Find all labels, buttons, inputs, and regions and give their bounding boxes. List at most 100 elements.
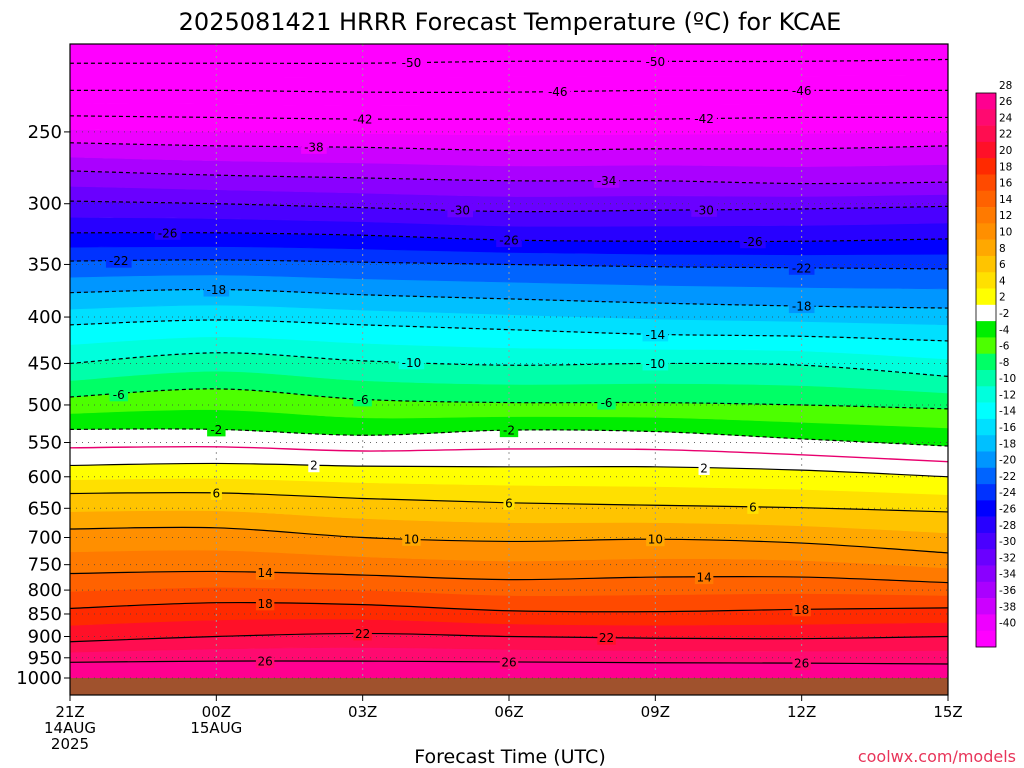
isotherm--26 bbox=[69, 232, 949, 243]
isotherm-label-bg bbox=[210, 485, 222, 500]
isotherm--30 bbox=[69, 200, 949, 213]
isotherm-label: -6 bbox=[113, 388, 125, 402]
isotherm-label-bg bbox=[740, 234, 766, 249]
colorbar-swatch bbox=[976, 484, 996, 501]
colorbar-label: 26 bbox=[999, 96, 1013, 108]
y-tick-label: 600 bbox=[28, 467, 62, 488]
isotherm-label: -10 bbox=[402, 356, 422, 370]
isotherm-label-bg bbox=[747, 499, 759, 514]
x-tick-label: 09Z bbox=[641, 703, 670, 721]
isotherm-label: -6 bbox=[357, 393, 369, 407]
x-tick-label: 2025 bbox=[51, 735, 89, 753]
isotherm-label-bg bbox=[255, 596, 275, 611]
y-tick-label: 950 bbox=[28, 648, 62, 669]
isotherm-label-bg bbox=[499, 654, 519, 669]
colorbar-label: -40 bbox=[999, 618, 1016, 630]
x-tick-label: 14AUG bbox=[44, 719, 96, 737]
x-tick-label: 15AUG bbox=[190, 719, 242, 737]
isotherm-label: -42 bbox=[694, 112, 714, 126]
y-tick-label: 900 bbox=[28, 626, 62, 647]
y-tick-label: 700 bbox=[28, 527, 62, 548]
colorbar-swatch bbox=[976, 549, 996, 566]
colorbar-label: 4 bbox=[999, 275, 1006, 287]
colorbar-swatch bbox=[976, 467, 996, 485]
isotherm-label-bg bbox=[496, 233, 522, 248]
colorbar-swatch bbox=[976, 190, 996, 208]
colorbar-swatch bbox=[976, 386, 996, 403]
colorbar-swatch bbox=[976, 565, 996, 583]
isotherm--42 bbox=[69, 115, 949, 120]
colorbar-swatch bbox=[976, 516, 996, 534]
colorbar-swatch bbox=[976, 125, 996, 143]
colorbar-label: 10 bbox=[999, 227, 1012, 239]
y-tick-label: 450 bbox=[28, 353, 62, 374]
colorbar-swatch bbox=[976, 598, 996, 615]
colorbar-swatch bbox=[976, 402, 996, 420]
isotherm-label-bg bbox=[402, 531, 421, 546]
isotherm-label: -26 bbox=[158, 226, 178, 240]
isotherm-label: -2 bbox=[210, 423, 222, 437]
colorbar-label: 18 bbox=[999, 161, 1012, 173]
colorbar-label: -34 bbox=[999, 569, 1016, 581]
isotherm--50 bbox=[70, 58, 949, 64]
isotherm-label-bg bbox=[642, 356, 669, 371]
isotherm-label: 22 bbox=[355, 627, 370, 641]
isotherm-label: 2 bbox=[700, 461, 708, 475]
colorbar-label: -18 bbox=[999, 438, 1016, 450]
isotherm-label: -46 bbox=[548, 85, 568, 99]
colorbar-swatch bbox=[976, 93, 996, 110]
colorbar-label: -14 bbox=[999, 406, 1016, 418]
isotherm-label: 6 bbox=[213, 486, 221, 500]
isotherm-label: 18 bbox=[794, 603, 809, 617]
colorbar-swatch bbox=[976, 337, 996, 355]
temperature-colorbar: 28 26 24 22 20 18 16 14 12 10 8 6 4 2 -2 -4 -6 -8 -10 -12 -1… bbox=[975, 80, 1016, 648]
colorbar-swatch bbox=[976, 207, 996, 224]
isotherm-label-bg bbox=[792, 656, 811, 671]
x-tick-label: 00Z bbox=[202, 703, 231, 721]
colorbar-swatch bbox=[976, 435, 996, 452]
surface-ground bbox=[70, 678, 948, 695]
isotherm-label-bg bbox=[353, 392, 372, 407]
isotherm-label: -2 bbox=[503, 424, 515, 438]
colorbar-swatch bbox=[976, 418, 996, 436]
colorbar-label: 12 bbox=[999, 210, 1012, 222]
isotherm-label-bg bbox=[788, 83, 815, 98]
temperature-band bbox=[70, 74, 948, 93]
colorbar-swatch bbox=[976, 174, 996, 192]
credit-link[interactable]: coolwx.com/models bbox=[858, 747, 1016, 766]
isotherm-14 bbox=[69, 570, 949, 584]
colorbar-swatch bbox=[976, 614, 996, 632]
colorbar-swatch bbox=[976, 272, 996, 289]
colorbar-swatch bbox=[976, 353, 996, 371]
colorbar-swatch bbox=[976, 109, 996, 126]
colorbar-label: -22 bbox=[999, 471, 1016, 483]
isotherm-label-bg bbox=[499, 423, 519, 438]
isotherm-label-bg bbox=[398, 355, 425, 370]
colorbar-label: -24 bbox=[999, 487, 1016, 499]
isotherm-label-bg bbox=[349, 112, 376, 127]
isotherm-label: 6 bbox=[505, 496, 513, 510]
colorbar-label: 6 bbox=[999, 259, 1006, 271]
isotherm-10 bbox=[69, 526, 949, 554]
isotherm-label-bg bbox=[593, 173, 620, 188]
isotherm-label-bg bbox=[353, 626, 372, 641]
isotherm-label: -34 bbox=[597, 174, 617, 188]
colorbar-swatch bbox=[976, 304, 996, 322]
colorbar-label: -10 bbox=[999, 373, 1016, 385]
x-tick-label: 12Z bbox=[787, 703, 816, 721]
colorbar-label: -4 bbox=[999, 324, 1010, 336]
isotherm-label-bg bbox=[109, 387, 128, 402]
colorbar-label: 8 bbox=[999, 243, 1006, 255]
isotherm-label-bg bbox=[255, 565, 275, 580]
isotherm-label: 26 bbox=[257, 655, 272, 669]
colorbar-swatch bbox=[976, 223, 996, 240]
colorbar-label: 28 bbox=[999, 80, 1012, 92]
isotherm-label-bg bbox=[255, 654, 275, 669]
isotherm-label-bg bbox=[792, 602, 811, 617]
isotherm-label: 26 bbox=[501, 655, 516, 669]
isotherm-label: -10 bbox=[646, 357, 666, 371]
colorbar-label: -2 bbox=[999, 308, 1009, 320]
isotherm-label: -26 bbox=[743, 235, 763, 249]
y-tick-label: 650 bbox=[28, 498, 62, 519]
